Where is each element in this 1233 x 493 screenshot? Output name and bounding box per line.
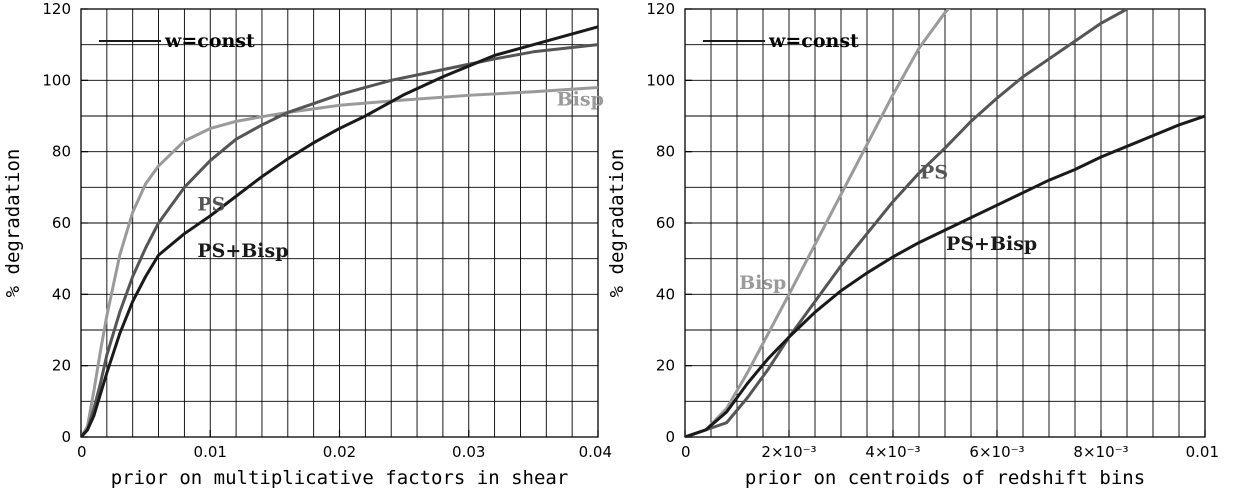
y-tick-label: 40 <box>52 285 71 303</box>
x-tick-label: 0.01 <box>194 443 227 461</box>
x-tick-label: 4×10⁻³ <box>865 443 920 461</box>
legend-label: w=const <box>164 30 255 52</box>
series-line-bisp <box>685 9 951 437</box>
y-tick-label: 60 <box>656 214 675 232</box>
curve-label-ps: PS <box>197 194 225 216</box>
y-tick-label: 80 <box>656 143 675 161</box>
x-tick-label: 0.04 <box>579 443 612 461</box>
x-tick-label: 0 <box>681 443 691 461</box>
y-axis-label: % degradation <box>2 149 24 298</box>
curve-label-ps: PS <box>920 161 948 183</box>
curve-label-bisp: Bisp <box>557 88 604 110</box>
x-tick-label: 0.01 <box>1186 443 1219 461</box>
series-line-ps-plus-bisp <box>81 25 598 437</box>
x-tick-label: 0.03 <box>452 443 485 461</box>
x-tick-label: 0.02 <box>323 443 356 461</box>
x-tick-label: 0 <box>77 443 87 461</box>
y-tick-label: 100 <box>646 71 675 89</box>
left-panel-shear-prior: 0 0.01 0.02 0.03 0.04 0 20 40 60 80 100 120 prior on… <box>2 0 612 489</box>
x-axis-label: prior on multiplicative factors in shear <box>111 467 569 489</box>
x-tick-label: 6×10⁻³ <box>969 443 1024 461</box>
series-group <box>685 9 1205 437</box>
y-axis-label: % degradation <box>606 149 628 298</box>
x-tick-label: 8×10⁻³ <box>1073 443 1128 461</box>
y-tick-label: 120 <box>42 0 71 18</box>
y-tick-label: 20 <box>656 357 675 375</box>
series-group <box>81 25 598 437</box>
y-tick-label: 120 <box>646 0 675 18</box>
y-tick-label: 80 <box>52 143 71 161</box>
y-tick-label: 0 <box>61 428 71 446</box>
series-line-ps <box>685 9 1129 437</box>
x-axis-label: prior on centroids of redshift bins <box>745 467 1145 489</box>
y-tick-label: 40 <box>656 285 675 303</box>
y-tick-label: 20 <box>52 357 71 375</box>
curve-label-bisp: Bisp <box>739 272 786 294</box>
curve-label-ps-plus-bisp: PS+Bisp <box>197 240 288 262</box>
y-tick-label: 0 <box>665 428 675 446</box>
right-panel-redshift-prior: 0 2×10⁻³ 4×10⁻³ 6×10⁻³ 8×10⁻³ 0.01 0 20 40 60 80 10… <box>606 0 1219 489</box>
y-tick-label: 60 <box>52 214 71 232</box>
curve-label-ps-plus-bisp: PS+Bisp <box>946 233 1037 255</box>
y-tick-label: 100 <box>42 71 71 89</box>
series-line-ps-plus-bisp <box>685 114 1205 437</box>
x-tick-label: 2×10⁻³ <box>761 443 816 461</box>
legend-label: w=const <box>768 30 859 52</box>
series-line-ps <box>81 43 598 437</box>
